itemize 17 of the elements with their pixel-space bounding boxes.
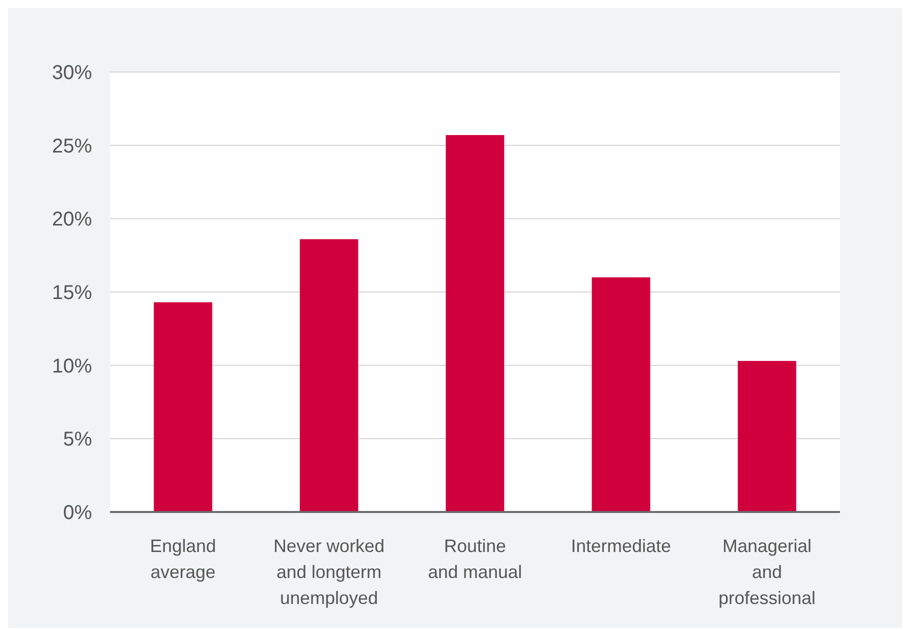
x-tick-label: Routine and manual [428, 536, 522, 582]
y-tick-label: 5% [63, 428, 92, 451]
x-tick-label: Intermediate [570, 536, 672, 556]
x-tick-label: Managerial and professional [718, 536, 816, 608]
x-tick-label: Never worked and longterm unemployed [273, 536, 385, 608]
x-tick-label: England average [150, 536, 216, 582]
bar [154, 302, 212, 512]
bar [738, 360, 796, 512]
y-tick-label: 15% [52, 282, 92, 304]
bar [300, 239, 358, 512]
y-tick-label: 30% [52, 62, 92, 84]
y-tick-label: 20% [52, 208, 92, 231]
y-tick-label: 25% [52, 135, 92, 158]
bar [446, 135, 504, 512]
y-tick-label: 0% [63, 502, 92, 524]
bar [592, 277, 650, 512]
y-tick-label: 10% [52, 355, 92, 378]
